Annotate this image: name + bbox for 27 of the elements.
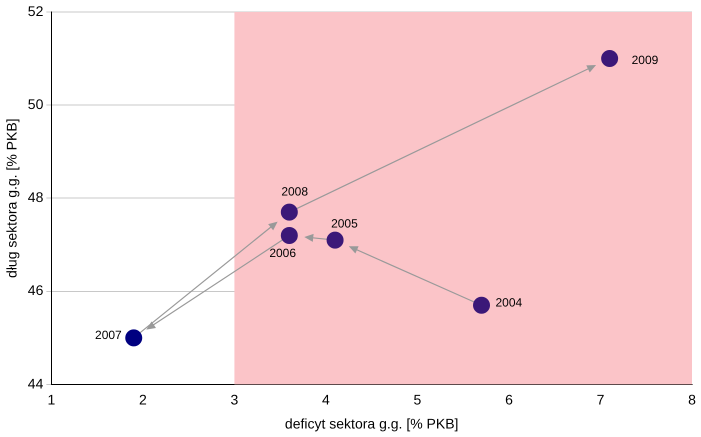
point	[125, 329, 142, 346]
y-tick-label: 46	[28, 282, 44, 298]
x-tick-label: 1	[47, 392, 56, 408]
x-axis-title: deficyt sektora g.g. [% PKB]	[284, 415, 458, 432]
annotation: 2006	[269, 246, 296, 260]
y-tick-label: 52	[28, 2, 44, 19]
x-tick-label: 5	[414, 392, 422, 408]
annotation: 2005	[331, 216, 358, 230]
y-tick-label: 50	[28, 96, 44, 112]
x-tick-label: 2	[138, 392, 147, 408]
x-tick-label: 8	[688, 392, 696, 408]
y-axis-title: dług sektora g.g. [% PKB]	[3, 118, 20, 278]
x-tick-label: 6	[505, 392, 514, 408]
annotation: 2009	[632, 52, 659, 67]
annotation: 2007	[95, 328, 122, 342]
y-tick-label: 48	[28, 189, 44, 206]
x-tick-label: 7	[596, 392, 605, 408]
x-tick-label: 3	[230, 392, 239, 408]
point	[473, 296, 490, 314]
point	[280, 204, 298, 221]
annotation: 2008	[281, 184, 308, 198]
annotation: 2004	[496, 296, 523, 310]
y-tick-label: 44	[28, 375, 44, 392]
point	[601, 50, 618, 68]
x-tick-label: 4	[322, 392, 330, 408]
point	[326, 232, 344, 249]
point	[280, 226, 298, 244]
